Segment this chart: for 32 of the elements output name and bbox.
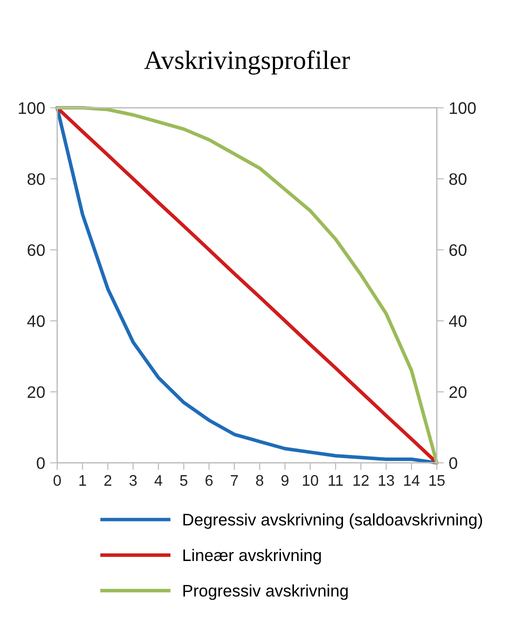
x-tick-label: 15 xyxy=(429,475,445,486)
legend-label: Progressiv avskrivning xyxy=(183,584,348,600)
y-tick-label: 60 xyxy=(28,244,45,256)
y-tick-label: 20 xyxy=(28,386,45,398)
x-tick-label: 7 xyxy=(230,475,238,486)
x-tick-label: 8 xyxy=(256,475,264,486)
legend-label: Lineær avskrivning xyxy=(183,548,321,564)
x-tick-label: 6 xyxy=(206,475,213,486)
y2-tick-label: 20 xyxy=(449,386,466,398)
x-tick-label: 1 xyxy=(79,475,86,486)
y2-tick-label: 80 xyxy=(449,173,466,185)
y2-tick-label: 100 xyxy=(450,102,476,114)
x-tick-label: 14 xyxy=(404,475,420,486)
y2-tick-label: 60 xyxy=(449,244,466,256)
x-tick-label: 11 xyxy=(328,475,343,486)
y-tick-label: 100 xyxy=(18,102,45,114)
x-tick-label: 2 xyxy=(104,475,112,486)
legend-label: Degressiv avskrivning (saldoavskrivning) xyxy=(183,513,482,529)
x-tick-label: 5 xyxy=(180,475,188,486)
x-tick-label: 13 xyxy=(378,475,394,486)
x-tick-label: 4 xyxy=(154,475,162,486)
x-tick-label: 9 xyxy=(281,475,288,486)
y2-tick-label: 0 xyxy=(449,457,458,470)
y-tick-label: 40 xyxy=(27,315,45,328)
x-tick-label: 0 xyxy=(54,475,61,486)
y-tick-label: 80 xyxy=(28,173,45,185)
y2-tick-label: 40 xyxy=(448,315,466,328)
y-tick-label: 0 xyxy=(36,457,45,470)
chart-title: Avskrivingsprofiler xyxy=(144,50,350,75)
x-tick-label: 12 xyxy=(354,475,369,486)
x-tick-label: 3 xyxy=(129,475,137,486)
x-tick-label: 10 xyxy=(302,475,318,486)
